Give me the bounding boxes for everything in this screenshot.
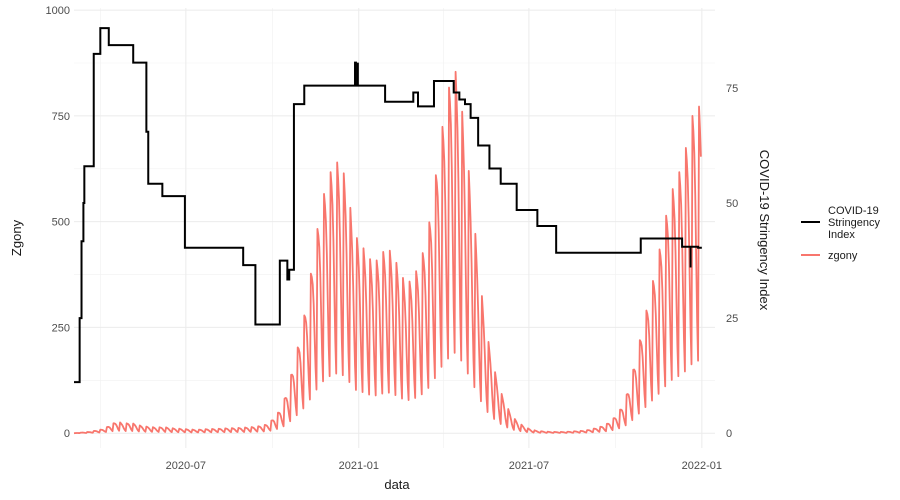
y-right-tick-label-0: 0: [726, 428, 732, 440]
x-tick-label-0: 2020-07: [166, 460, 206, 472]
y-left-tick-label-4: 1000: [46, 5, 70, 17]
y-left-axis-ticks: 0 250 500 750 1000: [46, 5, 70, 440]
x-axis-ticks: 2020-07 2021-01 2021-07 2022-01: [166, 460, 722, 472]
legend-label-stringency: COVID-19 Stringency Index: [828, 205, 883, 241]
x-tick-label-3: 2022-01: [682, 460, 722, 472]
grid: [74, 8, 715, 448]
y-right-axis-title: COVID-19 Stringency Index: [757, 150, 772, 311]
y-right-tick-label-1: 25: [726, 313, 738, 325]
series-zgony: [73, 70, 702, 435]
line-stringency: [74, 27, 702, 384]
x-tick-label-1: 2021-01: [339, 460, 379, 472]
y-right-axis-ticks: 0 25 50 75: [726, 83, 738, 440]
y-right-tick-label-3: 75: [726, 83, 738, 95]
legend-label-zgony: zgony: [828, 250, 858, 262]
y-right-tick-label-2: 50: [726, 198, 738, 210]
y-left-tick-label-0: 0: [64, 428, 70, 440]
line-zgony: [73, 70, 702, 435]
x-tick-label-2: 2021-07: [509, 460, 549, 472]
y-left-tick-label-3: 750: [52, 111, 70, 123]
y-left-tick-label-1: 250: [52, 322, 70, 334]
y-left-tick-label-2: 500: [52, 217, 70, 229]
legend: COVID-19 Stringency Index zgony: [801, 205, 883, 262]
y-left-axis-title: Zgony: [9, 219, 24, 256]
series-stringency: [74, 27, 702, 384]
x-axis-title: data: [384, 477, 410, 492]
